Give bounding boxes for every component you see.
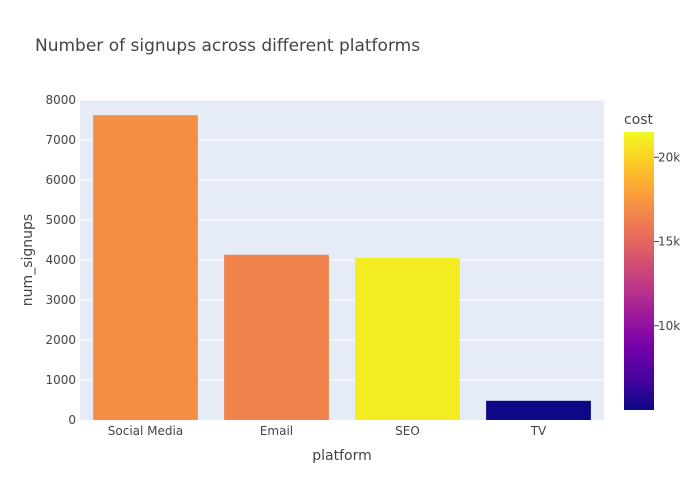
x-tick-label: Email [260,424,293,438]
y-tick-label: 6000 [45,173,76,187]
y-tick-label: 4000 [45,253,76,267]
x-tick-label: SEO [395,424,420,438]
colorbar [624,132,654,410]
y-tick-label: 5000 [45,213,76,227]
bar-tv [486,400,591,420]
colorbar-tick-label: 15k [658,235,680,249]
x-axis-label: platform [312,448,372,464]
y-tick-label: 0 [68,413,76,427]
y-axis-ticks: 0 1000 2000 3000 4000 5000 6000 7000 8000 [45,93,76,427]
colorbar-title: cost [624,112,654,128]
bars [93,115,591,420]
bar-social-media [93,115,198,420]
x-axis-ticks: Social Media Email SEO TV [108,424,547,438]
x-tick-label: Social Media [108,424,183,438]
colorbar-tick-label: 10k [658,319,680,333]
y-tick-label: 2000 [45,333,76,347]
colorbar-ticks: 10k 15k 20k [654,150,680,333]
colorbar-tick-label: 20k [658,150,680,164]
chart-title: Number of signups across different platf… [35,36,420,56]
bar-seo [355,258,460,420]
y-tick-label: 3000 [45,293,76,307]
y-axis-label: num_signups [20,214,36,306]
y-tick-label: 7000 [45,133,76,147]
y-tick-label: 8000 [45,93,76,107]
x-tick-label: TV [530,424,547,438]
bar-email [224,254,329,420]
y-tick-label: 1000 [45,373,76,387]
